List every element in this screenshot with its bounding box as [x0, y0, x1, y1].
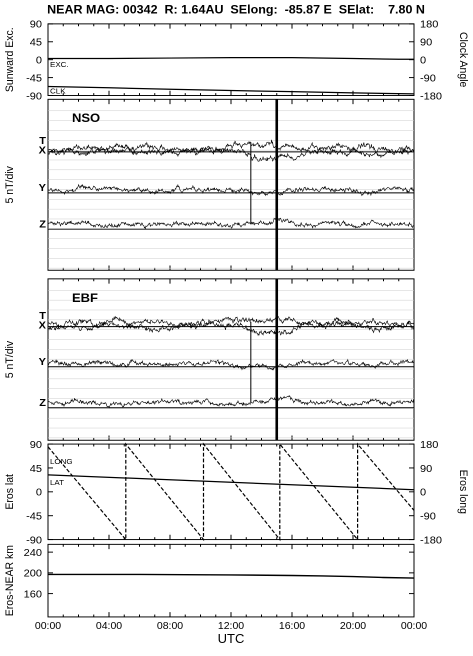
- trace-t: [47, 139, 415, 156]
- trace-z: [47, 395, 415, 409]
- clk-annotation: CLK: [50, 87, 66, 96]
- y-tick-label-right: 180: [420, 19, 438, 31]
- y-tick-label-left: 0: [36, 487, 42, 499]
- x-tick-label: 12:00: [218, 620, 244, 632]
- exc-annotation: EXC.: [50, 60, 69, 69]
- component-label-t: T: [39, 135, 46, 147]
- x-tick-label: 16:00: [279, 620, 305, 632]
- x-tick-label: 00:00: [35, 620, 61, 632]
- y-axis-label: 5 nT/div: [4, 166, 16, 204]
- x-tick-label: 00:00: [401, 620, 427, 632]
- y-axis-label: 5 nT/div: [4, 340, 16, 378]
- panel-title-nso: NSO: [72, 111, 100, 126]
- y-tick-label-right: -180: [420, 91, 442, 103]
- x-tick-label: 20:00: [340, 620, 366, 632]
- trace-x: [47, 320, 415, 337]
- component-label-z: Z: [39, 397, 46, 409]
- y-tick-label-left: -45: [26, 511, 42, 523]
- panel-ebf: [47, 278, 415, 441]
- y-tick-label-right: -180: [420, 535, 442, 547]
- y-tick-label-left: -45: [26, 73, 42, 85]
- y-tick-label-left: 0: [36, 55, 42, 67]
- y-tick-label-right: 90: [420, 37, 432, 49]
- y-tick-label-left: 90: [30, 19, 42, 31]
- x-axis-label: UTC: [218, 631, 245, 646]
- component-label-y: Y: [39, 182, 46, 194]
- panel-title-ebf: EBF: [72, 290, 98, 305]
- y-tick-label-right: 180: [420, 439, 438, 451]
- x-tick-label: 04:00: [96, 620, 122, 632]
- trace-y: [47, 358, 415, 371]
- plot-area: NEAR MAG: 00342 R: 1.64AU SElong: -85.87…: [4, 3, 469, 618]
- component-label-t: T: [39, 310, 46, 322]
- y-tick-label: 160: [24, 589, 42, 601]
- long-series-line: [47, 442, 415, 542]
- y-axis-label-right: Eros long: [457, 470, 469, 514]
- panel-nso: [47, 98, 415, 271]
- trace-x: [47, 145, 415, 162]
- y-tick-label: 200: [24, 568, 42, 580]
- trace-z: [47, 216, 415, 230]
- x-tick-label: 08:00: [157, 620, 183, 632]
- y-tick-label-right: 0: [420, 487, 426, 499]
- y-axis-label-left: Eros lat: [4, 474, 16, 510]
- component-label-z: Z: [39, 218, 46, 230]
- long-annotation: LONG: [50, 457, 73, 466]
- component-label-x: X: [39, 320, 47, 332]
- y-tick-label-left: 90: [30, 439, 42, 451]
- y-tick-label-right: 90: [420, 463, 432, 475]
- component-label-x: X: [39, 145, 47, 157]
- y-tick-label-left: -90: [26, 91, 42, 103]
- lat-series-line: [47, 474, 415, 491]
- exc-series-line: [48, 57, 414, 60]
- chart-title: NEAR MAG: 00342 R: 1.64AU SElong: -85.87…: [47, 3, 425, 17]
- panel-eros-near-distance: [47, 543, 415, 618]
- trace-y: [47, 183, 415, 197]
- clk-series-line: [47, 85, 415, 95]
- y-tick-label-left: 45: [30, 37, 42, 49]
- y-axis-label: Eros-NEAR km: [4, 545, 16, 616]
- panel-eros-lat-long: [47, 443, 415, 541]
- y-tick-label-left: -90: [26, 535, 42, 547]
- y-tick-label-right: -90: [420, 511, 436, 523]
- y-tick-label-left: 45: [30, 463, 42, 475]
- y-axis-label-left: Sunward Exc.: [4, 27, 16, 92]
- y-axis-label-right: Clock Angle: [457, 32, 469, 87]
- y-tick-label: 240: [24, 547, 42, 559]
- panel-sunward-clock: [47, 23, 415, 96]
- y-tick-label-right: -90: [420, 73, 436, 85]
- lat-annotation: LAT: [50, 478, 64, 487]
- y-tick-label-right: 0: [420, 55, 426, 67]
- distance-series-line: [48, 573, 415, 579]
- component-label-y: Y: [39, 356, 46, 368]
